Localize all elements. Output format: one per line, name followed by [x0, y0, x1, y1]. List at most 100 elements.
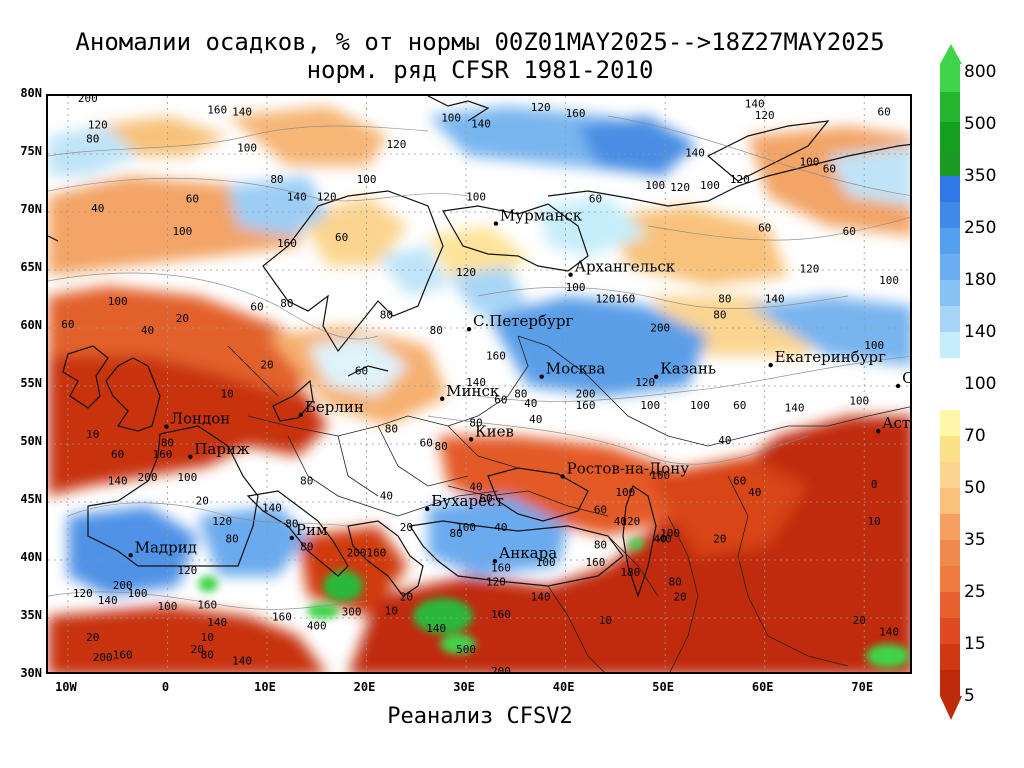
contour-value-label: 60 — [479, 492, 492, 505]
contour-value-label: 160 — [576, 399, 596, 412]
contour-value-label: 100 — [158, 600, 178, 613]
contour-value-label: 60 — [594, 504, 607, 517]
colorbar-label-5: 5 — [964, 686, 975, 706]
contour-value-label: 120 — [212, 515, 232, 528]
contour-value-label: 20 — [196, 494, 209, 507]
contour-value-label: 80 — [514, 388, 527, 401]
city-labels: Мурманск Архангельск С.Петербург Москва Каза… — [128, 207, 910, 564]
contour-value-label: 40 — [748, 486, 761, 499]
footer-source: Реанализ CFSV2 — [387, 704, 573, 729]
contour-value-label: 200 — [576, 388, 596, 401]
city-label: Мурманск — [500, 207, 583, 225]
colorbar-segment-160 — [940, 280, 960, 306]
contour-value-label: 140 — [108, 475, 128, 488]
colorbar-segment-350 — [940, 122, 960, 150]
city-marker — [875, 429, 881, 434]
contour-value-label: 140 — [287, 190, 307, 203]
colorbar-segment-40 — [940, 514, 960, 540]
contour-value-label: 160 — [272, 610, 292, 623]
contour-value-label: 10 — [385, 605, 398, 618]
contour-value-label: 40 — [614, 515, 627, 528]
contour-value-label: 160 — [207, 103, 227, 116]
lat-tick-label: 65N — [20, 260, 42, 274]
contour-value-label: 160 — [491, 562, 511, 575]
contour-value-label: 60 — [335, 231, 348, 244]
contour-value-label: 60 — [250, 301, 263, 314]
contour-value-label: 20 — [400, 591, 413, 604]
contour-value-label: 10 — [201, 631, 214, 644]
colorbar-label-50: 50 — [964, 478, 986, 498]
colorbar-label-140: 140 — [964, 322, 997, 342]
lat-tick-label: 70N — [20, 202, 42, 216]
contour-value-label: 140 — [232, 654, 252, 667]
contour-value-label: 20 — [713, 533, 726, 546]
contour-value-label: 120 — [177, 564, 197, 577]
contour-value-label: 60 — [494, 393, 507, 406]
contour-value-label: 120 — [620, 515, 640, 528]
contour-value-label: 140 — [531, 591, 551, 604]
contour-value-label: 160 — [113, 649, 133, 662]
coastlines — [48, 96, 910, 598]
contour-value-label: 60 — [878, 106, 891, 119]
contour-value-label: 40 — [718, 434, 731, 447]
contour-value-label: 140 — [745, 98, 765, 111]
contour-value-label: 140 — [262, 501, 282, 514]
contour-value-label: 20 — [853, 614, 866, 627]
contour-value-label: 160 — [491, 608, 511, 621]
contour-value-label: 100 — [700, 179, 720, 192]
contour-value-label: 40 — [380, 490, 393, 503]
contour-value-label: 100 — [800, 156, 820, 169]
city-marker — [468, 437, 474, 442]
city-label: Мадрид — [135, 538, 197, 556]
map-title-line2: норм. ряд CFSR 1981-2010 — [306, 56, 654, 84]
lon-tick-label: 10W — [55, 680, 77, 694]
country-borders — [227, 335, 910, 672]
contour-value-label: 80 — [435, 440, 448, 453]
contour-value-label: 80 — [300, 541, 313, 554]
contour-value-label: 80 — [469, 417, 482, 430]
colorbar-segment-25 — [940, 566, 960, 592]
colorbar-segment-80 — [940, 410, 960, 436]
contour-value-label: 100 — [456, 521, 476, 534]
city-label: Казань — [660, 360, 716, 378]
contour-value-label: 100 — [108, 295, 128, 308]
contour-value-label: 80 — [226, 533, 239, 546]
contour-value-label: 100 — [566, 281, 586, 294]
contour-value-label: 100 — [690, 399, 710, 412]
lat-tick-label: 45N — [20, 492, 42, 506]
contour-value-label: 140 — [232, 106, 252, 119]
city-label: Киев — [475, 422, 514, 440]
contour-value-label: 120 — [386, 138, 406, 151]
contour-value-label: 10 — [599, 614, 612, 627]
contour-value-label: 60 — [355, 364, 368, 377]
city-marker — [560, 474, 565, 479]
colorbar-label-180: 180 — [964, 270, 997, 290]
contour-value-label: 120 — [531, 101, 551, 114]
city-marker — [768, 362, 773, 368]
contour-value-label: 80 — [201, 649, 214, 662]
contour-value-label: 20 — [176, 312, 189, 325]
contour-value-label: 60 — [733, 399, 746, 412]
colorbar-segment-250 — [940, 202, 960, 228]
contour-value-label: 120 — [486, 576, 506, 589]
contour-value-label: 120 — [670, 181, 690, 194]
colorbar-label-800: 800 — [964, 62, 997, 82]
contour-value-label: 160 — [153, 448, 173, 461]
contour-value-label: 40 — [494, 521, 507, 534]
contour-value-label: 80 — [713, 309, 726, 322]
contour-value-label: 80 — [270, 173, 283, 186]
colorbar-segment-60 — [940, 462, 960, 488]
city-label: Анкара — [499, 544, 557, 562]
contour-value-label: 140 — [765, 292, 785, 305]
city-marker — [164, 424, 169, 429]
colorbar-label-500: 500 — [964, 114, 997, 134]
contour-value-label: 100 — [650, 469, 670, 482]
contour-value-label: 120 — [595, 292, 615, 305]
contour-value-label: 80 — [449, 527, 462, 540]
contour-value-label: 200 — [138, 471, 158, 484]
contour-value-label: 500 — [456, 643, 476, 656]
contour-value-label: 60 — [843, 225, 856, 238]
contour-value-label: 160 — [197, 599, 217, 612]
city-marker — [895, 383, 901, 389]
